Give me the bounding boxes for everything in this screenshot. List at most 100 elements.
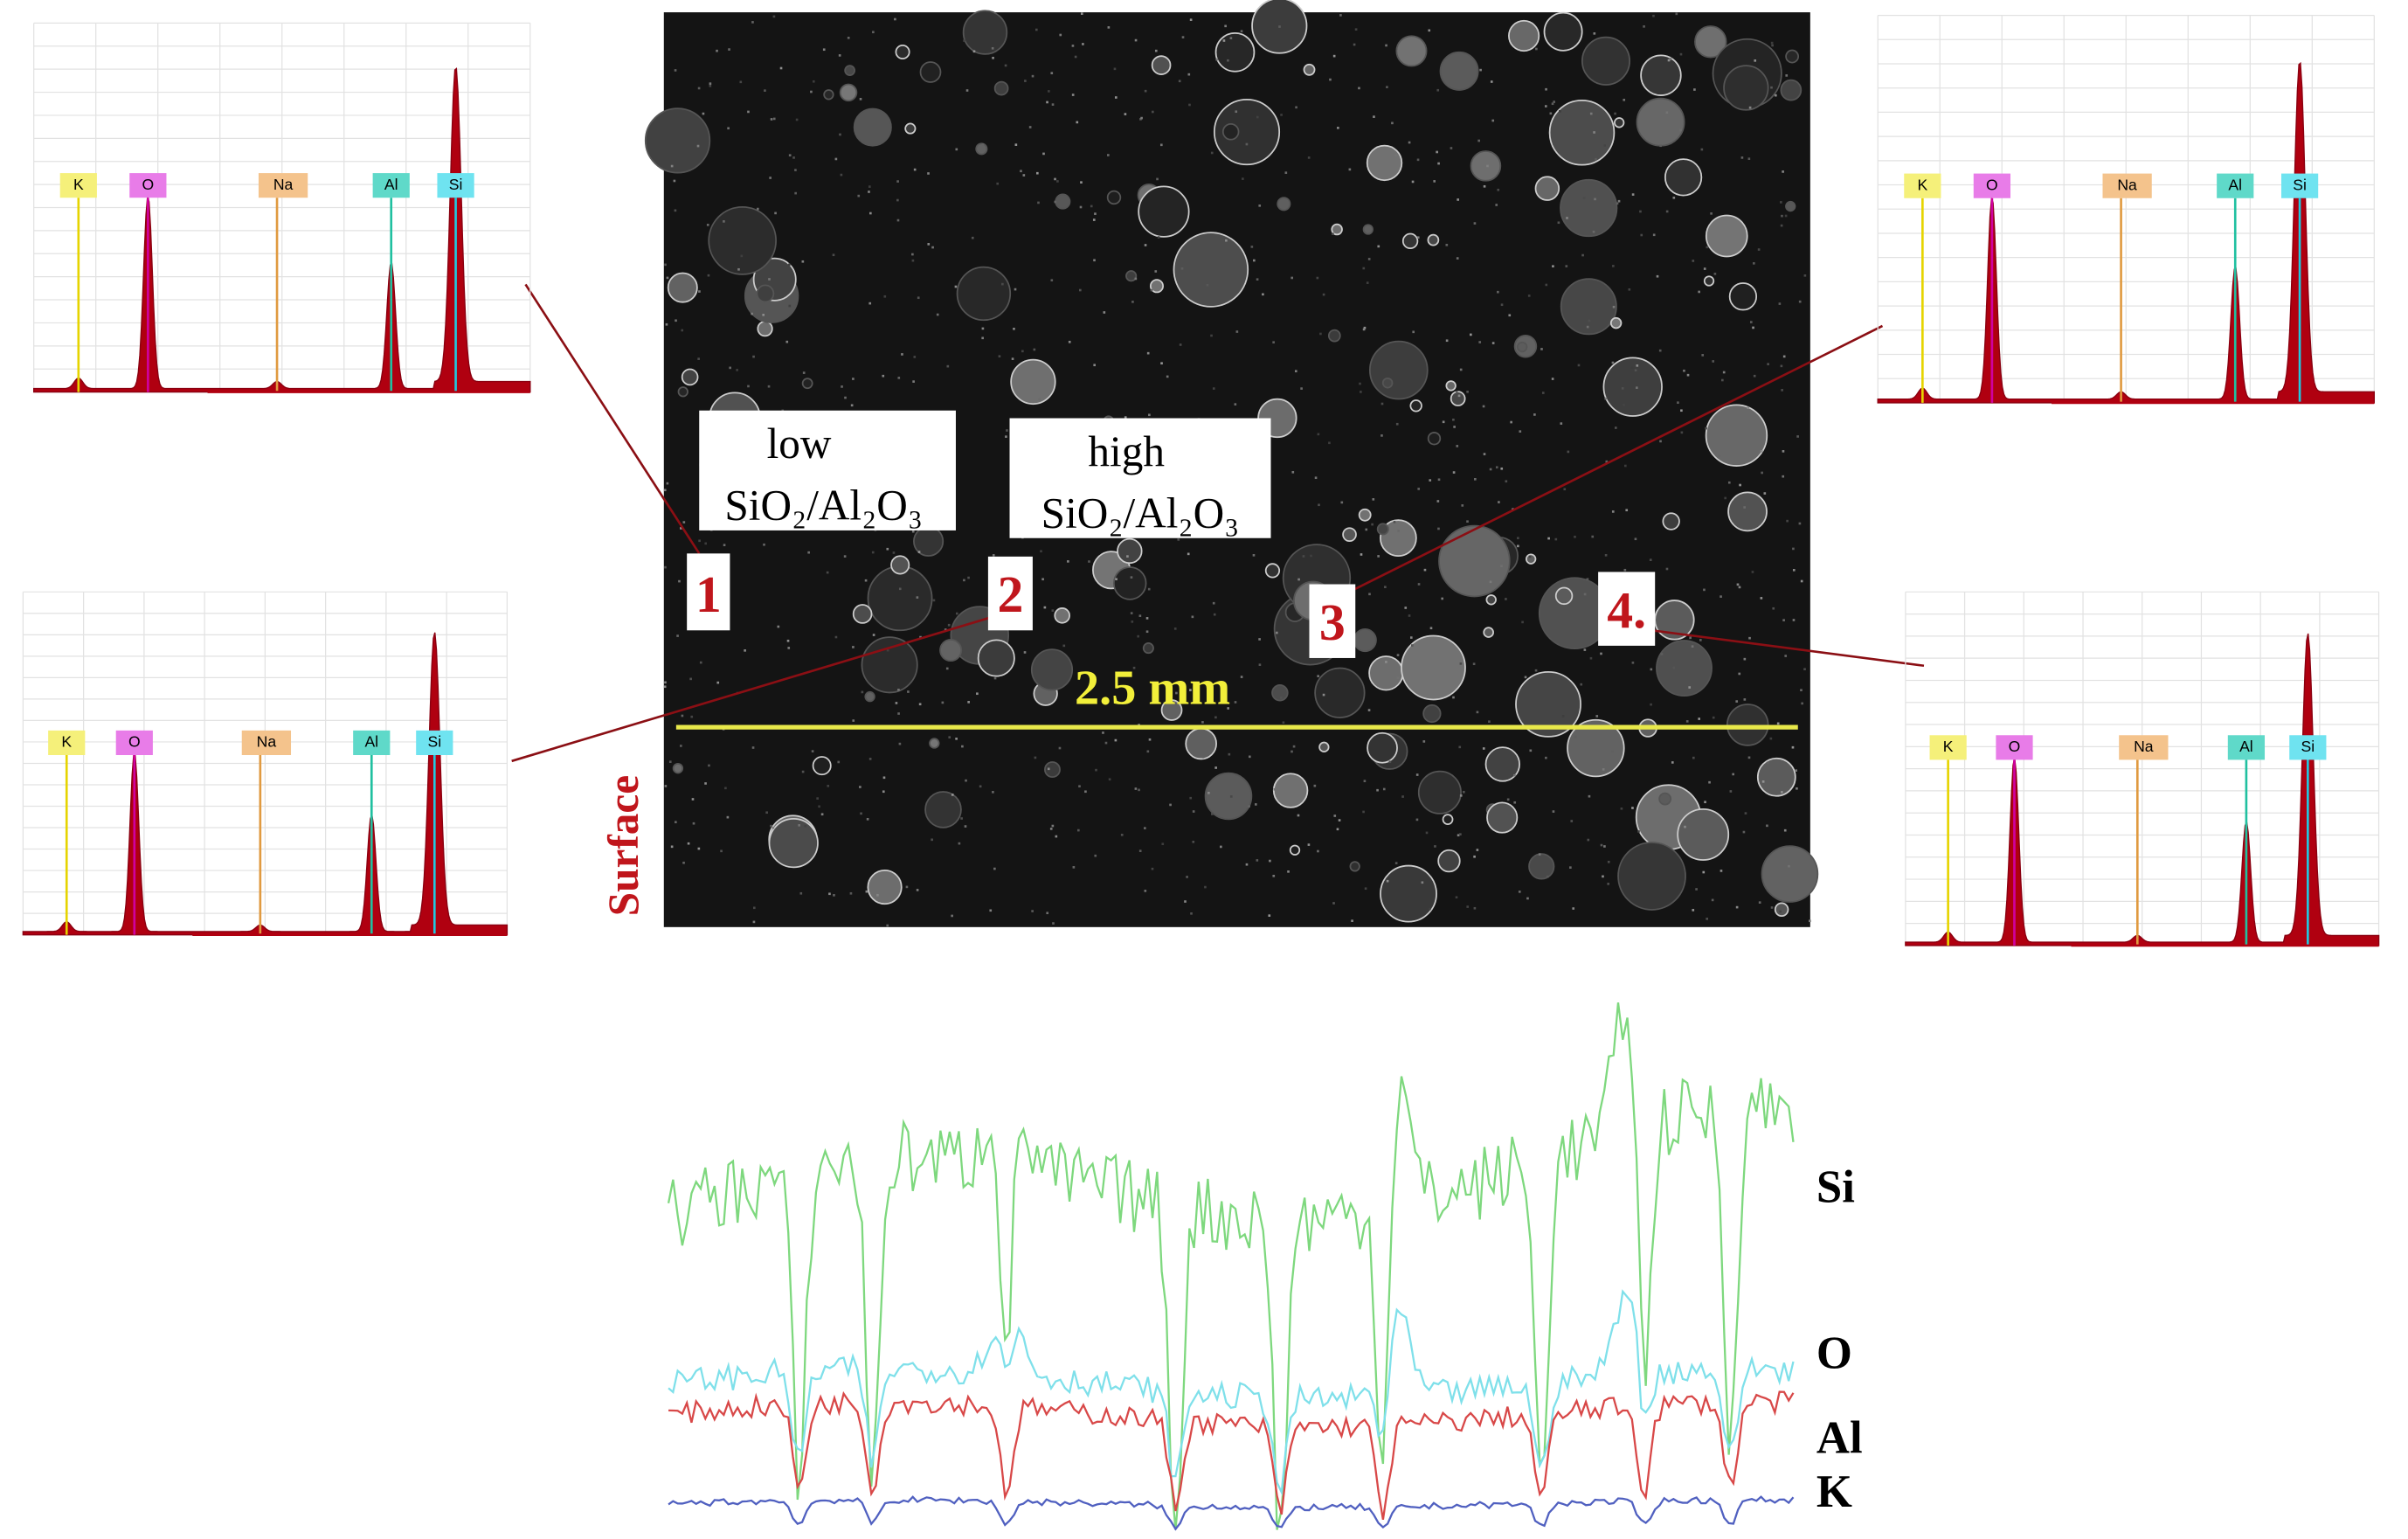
noise — [1456, 257, 1459, 260]
noise — [1186, 876, 1188, 878]
point-label: 4. — [1607, 581, 1646, 639]
noise — [996, 182, 1000, 185]
noise — [1545, 87, 1547, 91]
noise — [1227, 59, 1229, 62]
noise — [1093, 259, 1096, 262]
noise — [1256, 859, 1259, 862]
particle — [1602, 357, 1663, 417]
noise — [1665, 567, 1669, 571]
element-tag — [59, 173, 97, 198]
noise — [1048, 90, 1050, 93]
noise — [1686, 373, 1690, 377]
particle — [1054, 607, 1070, 624]
particle — [1417, 770, 1462, 815]
noise — [826, 571, 829, 574]
noise — [1054, 200, 1057, 204]
profile-label: K — [1816, 1466, 1852, 1517]
noise — [716, 681, 720, 684]
particle — [1055, 193, 1071, 210]
noise — [1380, 402, 1384, 406]
point-label: 2 — [997, 565, 1023, 623]
noise — [1506, 798, 1510, 801]
particle — [757, 321, 773, 337]
noise — [1472, 662, 1476, 666]
element-label: K — [1917, 176, 1927, 193]
noise — [1041, 578, 1044, 581]
noise — [822, 48, 826, 52]
element-tag — [2102, 173, 2152, 198]
noise — [764, 89, 766, 92]
noise — [756, 207, 759, 211]
particle — [924, 791, 962, 828]
particle — [1470, 150, 1502, 182]
noise — [1640, 233, 1643, 237]
noise — [1800, 689, 1803, 691]
noise — [724, 787, 727, 790]
noise — [951, 794, 954, 796]
noise — [1189, 796, 1193, 800]
noise — [1046, 912, 1049, 915]
noise — [1742, 830, 1746, 834]
noise — [849, 891, 853, 895]
element-tag — [437, 173, 474, 198]
noise — [716, 49, 718, 52]
noise — [1658, 349, 1662, 352]
noise — [1452, 696, 1455, 699]
noise — [1612, 265, 1615, 267]
noise — [1743, 698, 1747, 701]
noise — [1256, 115, 1259, 119]
particle — [1185, 727, 1217, 760]
noise — [1144, 89, 1147, 93]
noise — [1463, 790, 1465, 794]
noise — [1588, 794, 1591, 798]
noise — [1634, 537, 1637, 541]
noise — [698, 539, 701, 543]
noise — [772, 117, 776, 121]
noise — [709, 82, 712, 85]
particle — [1367, 731, 1398, 764]
element-label: K — [73, 176, 84, 193]
noise — [727, 127, 730, 130]
noise — [1458, 745, 1462, 749]
noise — [1339, 14, 1342, 17]
noise — [1583, 648, 1587, 651]
element-tag — [129, 173, 167, 198]
noise — [1692, 260, 1695, 262]
noise — [1437, 162, 1440, 165]
noise — [859, 98, 862, 101]
noise — [675, 821, 677, 824]
noise — [1062, 644, 1066, 648]
noise — [1476, 849, 1479, 851]
noise — [801, 260, 805, 263]
noise — [1748, 636, 1751, 640]
noise — [1180, 267, 1184, 270]
noise — [981, 327, 985, 330]
noise — [1250, 246, 1254, 248]
noise — [1094, 854, 1097, 857]
noise — [1660, 653, 1664, 655]
noise — [1527, 295, 1531, 297]
particle — [1534, 176, 1560, 201]
noise — [840, 173, 843, 177]
noise — [1038, 398, 1041, 401]
noise — [965, 779, 967, 782]
noise — [1625, 509, 1629, 512]
noise — [752, 355, 755, 358]
noise — [1600, 843, 1603, 847]
noise — [1313, 784, 1317, 787]
noise — [1505, 480, 1508, 483]
noise — [1792, 547, 1795, 551]
noise — [1425, 831, 1429, 835]
noise — [1368, 593, 1371, 596]
noise — [1476, 711, 1479, 714]
element-label: O — [1986, 176, 1998, 193]
particle — [844, 65, 856, 76]
particle — [1656, 640, 1713, 697]
noise — [1050, 279, 1054, 282]
noise — [747, 110, 750, 114]
noise — [1382, 787, 1386, 791]
noise — [794, 191, 797, 195]
noise — [1712, 716, 1715, 719]
noise — [1689, 636, 1692, 640]
noise — [1649, 558, 1652, 561]
